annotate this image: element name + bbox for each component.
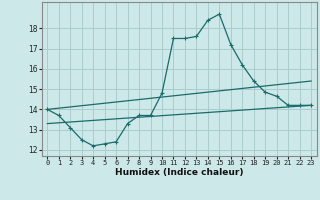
X-axis label: Humidex (Indice chaleur): Humidex (Indice chaleur) [115, 168, 244, 177]
